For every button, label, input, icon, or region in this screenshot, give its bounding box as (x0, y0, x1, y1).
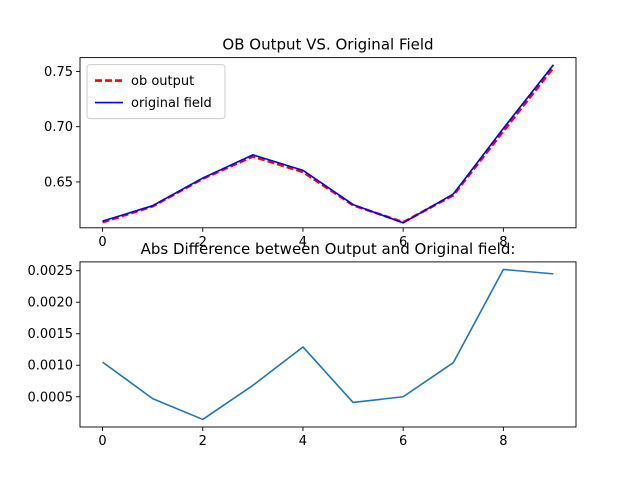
x-tick-label: 2 (199, 235, 207, 250)
x-tick-label: 6 (399, 235, 407, 250)
x-tick-label: 8 (499, 434, 507, 449)
chart-panel-1: OB Output VS. Original Field 0 2 4 6 8 0.65 0.7… (44, 36, 577, 250)
x-tick-label: 2 (199, 434, 207, 449)
chart-title: OB Output VS. Original Field (222, 36, 433, 54)
y-tick-label: 0.0020 (28, 296, 74, 311)
legend-label: original field (131, 96, 212, 111)
chart-panel-2: Abs Difference between Output and Origin… (28, 240, 577, 449)
series-group (102, 64, 555, 224)
y-tick-label: 0.75 (44, 65, 73, 80)
legend: ob output original field (86, 64, 226, 120)
axes-frame (79, 261, 577, 428)
series-line-series (102, 268, 554, 421)
y-tick-label: 0.0005 (28, 390, 74, 405)
series-line-original-field (102, 64, 555, 224)
x-tick-label: 0 (98, 434, 106, 449)
chart-title: Abs Difference between Output and Origin… (141, 240, 516, 258)
y-tick-label: 0.0025 (28, 264, 74, 279)
x-tick-label: 6 (399, 434, 407, 449)
legend-label: ob output (131, 74, 194, 89)
y-tick-label: 0.70 (44, 120, 73, 135)
y-tick-label: 0.65 (44, 175, 73, 190)
series-group (102, 268, 554, 421)
axes-frame (79, 57, 577, 229)
x-tick-label: 4 (299, 235, 307, 250)
x-tick-label: 4 (299, 434, 307, 449)
y-tick-label: 0.0015 (28, 327, 74, 342)
x-tick-label: 0 (98, 235, 106, 250)
legend-box (86, 64, 226, 120)
y-tick-label: 0.0010 (28, 359, 74, 374)
x-tick-label: 8 (499, 235, 507, 250)
